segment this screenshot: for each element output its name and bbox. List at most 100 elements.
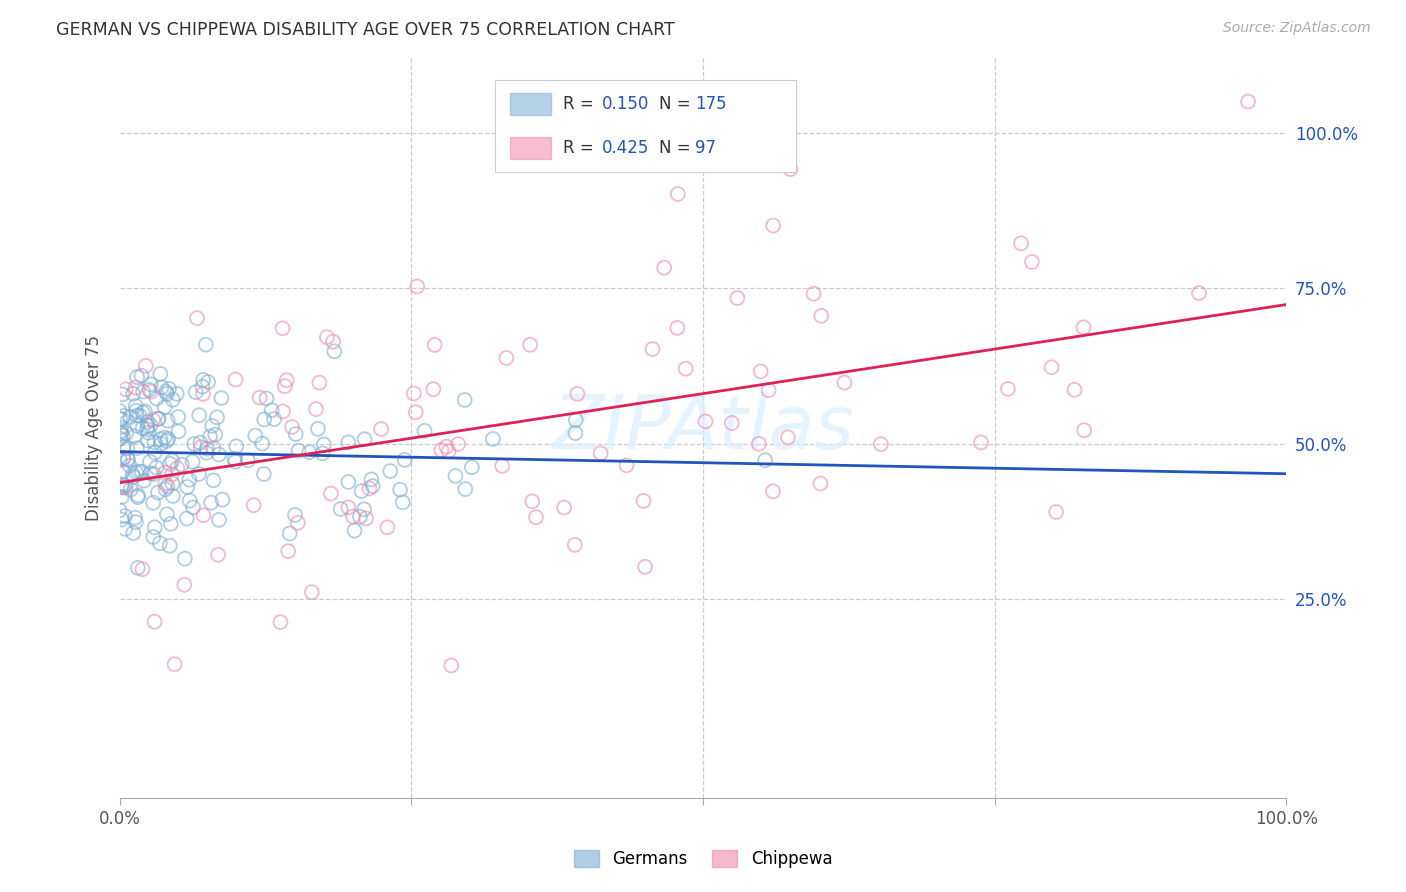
- Point: [125, 403, 148, 417]
- Point: [142, 530, 165, 544]
- Point: [461, 460, 484, 475]
- Point: [117, 452, 139, 467]
- Point: [252, 436, 274, 450]
- Point: [413, 424, 436, 438]
- Point: [287, 443, 309, 458]
- Point: [156, 434, 179, 448]
- Point: [391, 495, 413, 509]
- Point: [423, 338, 446, 352]
- Point: [402, 386, 425, 401]
- Point: [298, 445, 321, 459]
- Point: [112, 440, 135, 454]
- Point: [353, 432, 375, 446]
- Point: [281, 420, 304, 434]
- Point: [114, 382, 136, 396]
- Point: [337, 435, 360, 450]
- Point: [176, 480, 198, 494]
- Point: [1237, 95, 1260, 109]
- Point: [1188, 285, 1211, 300]
- Point: [970, 435, 993, 450]
- Point: [143, 615, 166, 629]
- Point: [195, 446, 218, 460]
- Point: [225, 373, 247, 387]
- Text: R =: R =: [562, 139, 599, 157]
- Point: [1073, 320, 1095, 334]
- Point: [207, 548, 229, 562]
- Point: [125, 370, 148, 384]
- Point: [519, 338, 541, 352]
- Point: [349, 509, 371, 524]
- Point: [143, 435, 166, 450]
- Point: [125, 380, 148, 394]
- Point: [269, 615, 291, 629]
- Point: [748, 437, 770, 451]
- Point: [156, 387, 179, 401]
- Point: [776, 430, 799, 444]
- Point: [209, 391, 232, 405]
- Point: [115, 426, 138, 441]
- Text: 175: 175: [695, 95, 727, 113]
- Point: [155, 483, 177, 497]
- Point: [274, 379, 297, 393]
- Point: [122, 386, 145, 401]
- Point: [389, 483, 412, 497]
- Point: [749, 364, 772, 378]
- Point: [153, 401, 176, 415]
- Point: [131, 368, 153, 383]
- Text: ZIPAtlas: ZIPAtlas: [553, 392, 853, 464]
- Point: [173, 578, 195, 592]
- Point: [1010, 236, 1032, 251]
- Point: [118, 458, 141, 473]
- Point: [422, 382, 444, 396]
- Point: [453, 392, 475, 407]
- Point: [675, 361, 697, 376]
- Point: [1063, 383, 1085, 397]
- Point: [224, 451, 246, 466]
- Point: [337, 475, 360, 489]
- Point: [145, 460, 167, 475]
- Point: [159, 539, 181, 553]
- Point: [128, 464, 150, 478]
- Point: [159, 516, 181, 531]
- Point: [307, 422, 329, 436]
- Point: [115, 480, 138, 494]
- Point: [524, 510, 547, 524]
- Point: [191, 387, 214, 401]
- Point: [131, 562, 153, 576]
- Point: [136, 434, 159, 448]
- Point: [110, 426, 132, 441]
- Point: [720, 416, 742, 430]
- Point: [256, 392, 278, 406]
- Point: [437, 444, 460, 458]
- Point: [131, 465, 153, 479]
- Point: [127, 560, 149, 574]
- Point: [567, 387, 589, 401]
- Point: [111, 387, 134, 401]
- Text: 0.150: 0.150: [602, 95, 650, 113]
- Point: [148, 411, 170, 425]
- Point: [208, 448, 231, 462]
- Point: [145, 392, 167, 406]
- Point: [319, 486, 342, 500]
- Point: [869, 437, 891, 451]
- Point: [143, 520, 166, 534]
- Point: [157, 382, 180, 396]
- Point: [125, 409, 148, 423]
- Point: [249, 391, 271, 405]
- Point: [725, 291, 748, 305]
- Point: [146, 485, 169, 500]
- Point: [564, 426, 586, 441]
- Text: Source: ZipAtlas.com: Source: ZipAtlas.com: [1223, 21, 1371, 35]
- Point: [553, 500, 575, 515]
- Point: [127, 488, 149, 502]
- Point: [652, 260, 675, 275]
- Point: [195, 442, 218, 456]
- Point: [167, 409, 190, 424]
- Point: [155, 384, 177, 399]
- Point: [110, 424, 132, 438]
- Point: [779, 162, 801, 177]
- Point: [278, 526, 301, 541]
- Point: [343, 524, 366, 538]
- Point: [149, 367, 172, 381]
- Point: [188, 408, 211, 422]
